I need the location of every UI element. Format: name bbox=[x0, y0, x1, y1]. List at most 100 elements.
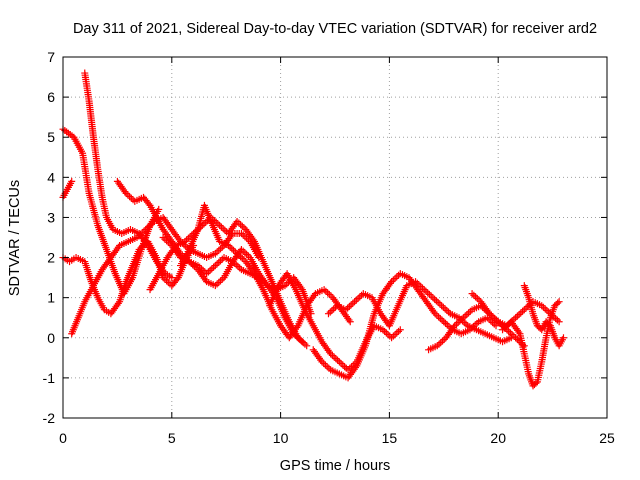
data-point bbox=[321, 361, 329, 369]
data-point bbox=[221, 226, 229, 234]
data-point bbox=[435, 313, 443, 321]
x-tick-label: 10 bbox=[273, 430, 289, 446]
data-point bbox=[228, 245, 236, 253]
data-point bbox=[168, 274, 176, 282]
data-point bbox=[449, 323, 457, 331]
series-trace-7 bbox=[146, 213, 311, 350]
data-point bbox=[322, 287, 330, 295]
data-point bbox=[249, 236, 257, 244]
data-point bbox=[303, 342, 311, 350]
y-tick-label: 0 bbox=[47, 330, 55, 346]
data-point bbox=[555, 298, 563, 306]
data-point bbox=[293, 323, 301, 331]
data-point bbox=[219, 225, 227, 233]
data-point bbox=[442, 319, 450, 327]
data-point bbox=[431, 295, 439, 303]
data-point bbox=[347, 301, 355, 309]
data-point bbox=[436, 315, 444, 323]
data-point bbox=[216, 221, 224, 229]
data-point bbox=[352, 364, 360, 372]
data-point bbox=[234, 262, 242, 270]
series-trace-16 bbox=[520, 282, 567, 350]
data-point bbox=[427, 292, 435, 300]
data-point bbox=[513, 312, 521, 320]
data-point bbox=[114, 299, 122, 307]
data-point bbox=[559, 334, 567, 342]
data-point bbox=[436, 300, 444, 308]
data-point bbox=[121, 188, 129, 196]
data-point bbox=[512, 314, 520, 322]
data-point bbox=[441, 305, 449, 313]
series-trace-11 bbox=[309, 270, 500, 382]
series-trace-1 bbox=[59, 125, 163, 298]
data-point bbox=[345, 316, 353, 324]
y-tick-label: 3 bbox=[47, 209, 55, 225]
data-point bbox=[332, 355, 340, 363]
data-point bbox=[200, 220, 208, 228]
data-point bbox=[126, 193, 134, 201]
data-point bbox=[217, 277, 225, 285]
data-point bbox=[334, 356, 342, 364]
x-tick-label: 5 bbox=[168, 430, 176, 446]
data-point bbox=[68, 177, 76, 185]
y-tick-label: 2 bbox=[47, 250, 55, 266]
y-axis-ticks: -2 -1 0 1 2 3 4 5 6 7 bbox=[43, 49, 607, 426]
data-point bbox=[388, 334, 396, 342]
data-point bbox=[330, 353, 338, 361]
data-point bbox=[389, 332, 397, 340]
data-point bbox=[325, 290, 333, 298]
x-tick-label: 25 bbox=[599, 430, 615, 446]
data-point bbox=[468, 290, 476, 298]
x-axis-label: GPS time / hours bbox=[280, 458, 390, 474]
data-point bbox=[210, 263, 218, 271]
data-point bbox=[214, 220, 222, 228]
data-point bbox=[354, 294, 362, 302]
data-point bbox=[443, 321, 451, 329]
data-point bbox=[335, 358, 343, 366]
x-axis-ticks: 0 5 10 15 20 25 bbox=[59, 57, 615, 446]
data-point bbox=[204, 268, 212, 276]
data-point bbox=[206, 266, 214, 274]
data-point bbox=[422, 287, 430, 295]
data-point bbox=[396, 326, 404, 334]
data-point bbox=[554, 299, 562, 307]
data-point bbox=[129, 196, 137, 204]
data-point bbox=[317, 356, 325, 364]
series-trace-8 bbox=[159, 234, 315, 318]
data-point bbox=[515, 328, 523, 336]
data-point bbox=[217, 245, 225, 253]
data-point bbox=[145, 200, 153, 208]
data-point bbox=[429, 294, 437, 302]
y-tick-label: 4 bbox=[47, 169, 55, 185]
data-point bbox=[519, 307, 527, 315]
series-trace-12 bbox=[324, 278, 515, 346]
series-trace-2 bbox=[81, 69, 176, 282]
data-point bbox=[351, 298, 359, 306]
y-tick-label: 5 bbox=[47, 129, 55, 145]
data-point bbox=[432, 297, 440, 305]
data-point bbox=[184, 234, 192, 242]
data-point bbox=[424, 289, 432, 297]
data-point bbox=[438, 302, 446, 310]
data-point bbox=[215, 246, 223, 254]
data-point bbox=[238, 222, 246, 230]
data-point bbox=[213, 260, 221, 268]
data-point bbox=[506, 329, 514, 337]
data-point bbox=[425, 290, 433, 298]
data-point bbox=[218, 255, 226, 263]
data-point bbox=[484, 308, 492, 316]
x-tick-label: 20 bbox=[490, 430, 506, 446]
y-tick-label: 1 bbox=[47, 290, 55, 306]
x-tick-label: 15 bbox=[382, 430, 398, 446]
data-point bbox=[386, 279, 394, 287]
data-point bbox=[532, 379, 540, 387]
data-point bbox=[553, 316, 561, 324]
data-point bbox=[217, 223, 225, 231]
data-point bbox=[439, 303, 447, 311]
data-point bbox=[349, 299, 357, 307]
series-trace-3 bbox=[59, 177, 76, 201]
data-point bbox=[326, 308, 334, 316]
data-point bbox=[341, 363, 349, 371]
data-point bbox=[430, 308, 438, 316]
